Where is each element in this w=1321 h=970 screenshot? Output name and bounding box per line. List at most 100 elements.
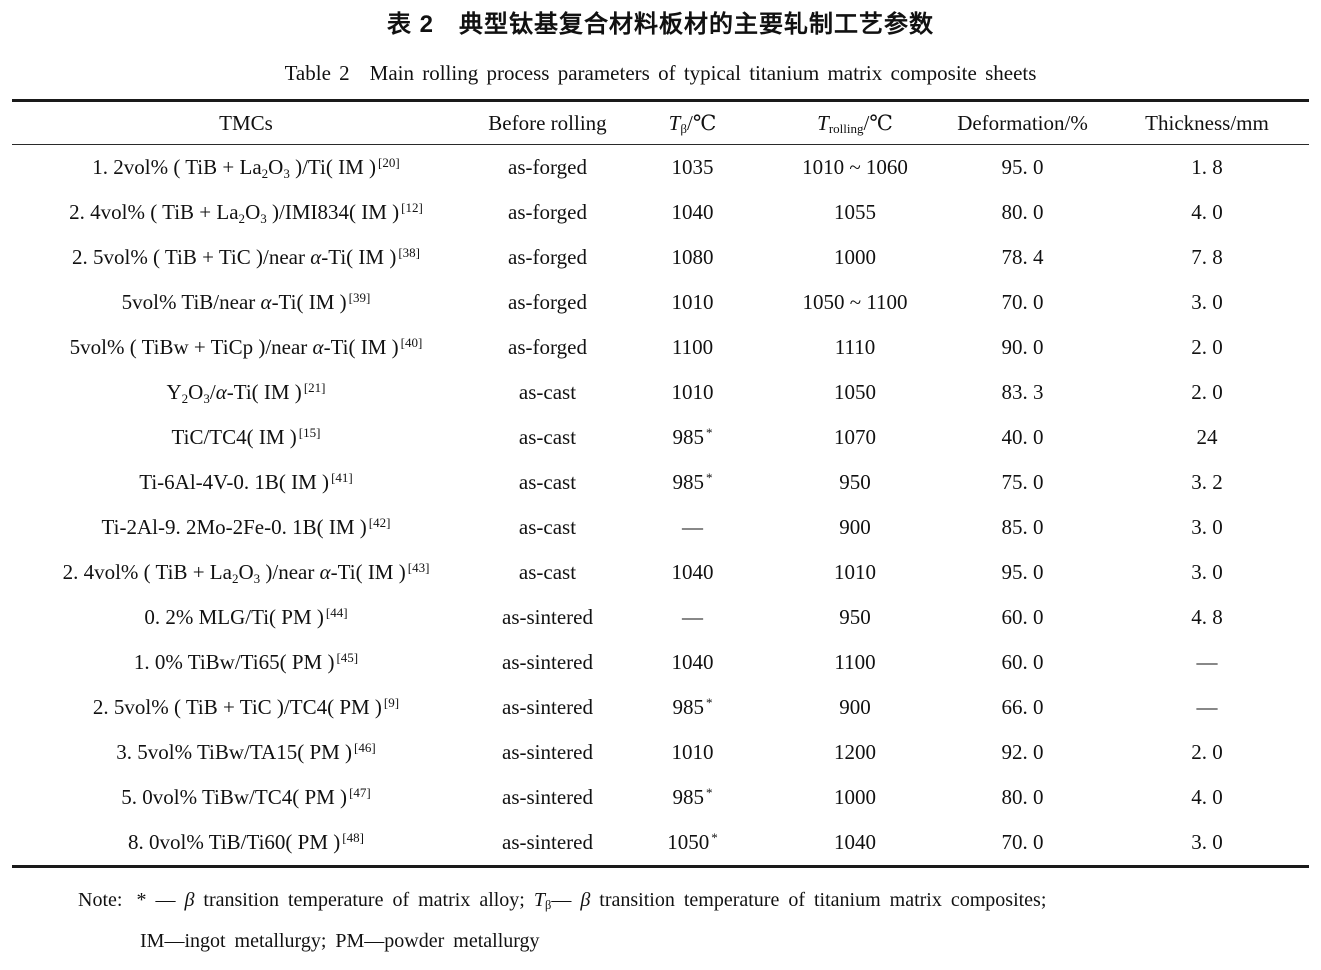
t-beta-cell: 1080 — [671, 245, 714, 269]
t-rolling-cell: 1010 ~ 1060 — [802, 155, 908, 179]
header-thickness: Thickness/mm — [1145, 110, 1269, 135]
t-beta-cell: 985 * — [672, 784, 713, 809]
tmc-cell: 2. 4vol% ( TiB + La2O3 )/IMI834( IM ) [12… — [69, 199, 423, 226]
thickness-cell: 24 — [1196, 425, 1218, 449]
table-row: 5vol% TiB/near α-Ti( IM ) [39] as-forged … — [12, 280, 1309, 325]
table-row: 5vol% ( TiBw + TiCp )/near α-Ti( IM ) [40… — [12, 325, 1309, 370]
before-rolling-cell: as-cast — [518, 470, 577, 494]
tmc-cell: 2. 4vol% ( TiB + La2O3 )/near α-Ti( IM )… — [62, 559, 430, 586]
t-rolling-cell: 950 — [839, 605, 871, 629]
deformation-cell: 75. 0 — [1001, 470, 1044, 494]
thickness-cell: 3. 0 — [1191, 560, 1223, 584]
thickness-cell: 3. 0 — [1191, 290, 1223, 314]
t-rolling-cell: 1110 — [834, 335, 876, 359]
t-rolling-cell: 1000 — [834, 245, 876, 269]
table-row: 2. 5vol% ( TiB + TiC )/TC4( PM ) [9] as-s… — [12, 685, 1309, 730]
note-label: Note: — [78, 889, 123, 911]
t-beta-cell: 1035 — [671, 155, 714, 179]
table-row: TiC/TC4( IM ) [15] as-cast 985 * 1070 40. … — [12, 415, 1309, 460]
table-row: Y2O3/α-Ti( IM ) [21] as-cast 1010 1050 83… — [12, 370, 1309, 415]
before-rolling-cell: as-cast — [518, 560, 577, 584]
before-rolling-cell: as-sintered — [502, 785, 593, 809]
t-rolling-cell: 900 — [839, 515, 871, 539]
thickness-cell: — — [1196, 695, 1218, 719]
deformation-cell: 92. 0 — [1001, 740, 1044, 764]
thickness-cell: 2. 0 — [1191, 740, 1223, 764]
t-rolling-cell: 900 — [839, 695, 871, 719]
thickness-cell: 4. 0 — [1191, 785, 1223, 809]
t-beta-cell: 1040 — [671, 650, 714, 674]
t-rolling-cell: 1070 — [834, 425, 876, 449]
tmc-cell: 1. 0% TiBw/Ti65( PM ) [45] — [133, 649, 359, 674]
table-row: Ti-2Al-9. 2Mo-2Fe-0. 1B( IM ) [42] as-cas… — [12, 505, 1309, 550]
thickness-cell: 3. 2 — [1191, 470, 1223, 494]
table-row: 2. 4vol% ( TiB + La2O3 )/near α-Ti( IM )… — [12, 550, 1309, 595]
deformation-cell: 80. 0 — [1001, 785, 1044, 809]
t-rolling-cell: 1010 — [834, 560, 876, 584]
before-rolling-cell: as-cast — [518, 515, 577, 539]
note-line1: * — β transition temperature of matrix a… — [136, 889, 1047, 913]
thickness-cell: 4. 0 — [1191, 200, 1223, 224]
table-header: TMCs Before rolling Tβ/℃ Trolling/℃ Defo… — [12, 101, 1309, 145]
table-body: 1. 2vol% ( TiB + La2O3 )/Ti( IM ) [20] as… — [12, 145, 1309, 867]
t-beta-cell: — — [682, 605, 703, 629]
thickness-cell: 2. 0 — [1191, 380, 1223, 404]
t-rolling-cell: 950 — [839, 470, 871, 494]
header-deformation: Deformation/% — [957, 110, 1088, 135]
tmc-cell: 0. 2% MLG/Ti( PM ) [44] — [144, 604, 348, 629]
table-row: Ti-6Al-4V-0. 1B( IM ) [41] as-cast 985 * 9… — [12, 460, 1309, 505]
table-row: 2. 5vol% ( TiB + TiC )/near α-Ti( IM ) [3… — [12, 235, 1309, 280]
before-rolling-cell: as-sintered — [502, 830, 593, 854]
header-row: TMCs Before rolling Tβ/℃ Trolling/℃ Defo… — [12, 101, 1309, 145]
table-row: 1. 2vol% ( TiB + La2O3 )/Ti( IM ) [20] as… — [12, 145, 1309, 191]
t-beta-cell: 985 * — [672, 424, 713, 449]
tmc-cell: Y2O3/α-Ti( IM ) [21] — [166, 379, 326, 406]
t-beta-cell: 1010 — [671, 380, 714, 404]
before-rolling-cell: as-forged — [508, 290, 587, 314]
table-row: 1. 0% TiBw/Ti65( PM ) [45] as-sintered 10… — [12, 640, 1309, 685]
before-rolling-cell: as-sintered — [502, 695, 593, 719]
t-rolling-cell: 1200 — [834, 740, 876, 764]
before-rolling-cell: as-sintered — [502, 605, 593, 629]
table-title-english-text: Main rolling process parameters of typic… — [369, 61, 1037, 85]
thickness-cell: 3. 0 — [1191, 515, 1223, 539]
table-title-chinese: 表 2 典型钛基复合材料板材的主要轧制工艺参数 — [386, 11, 934, 38]
deformation-cell: 60. 0 — [1001, 605, 1044, 629]
deformation-cell: 60. 0 — [1001, 650, 1044, 674]
before-rolling-cell: as-cast — [518, 380, 577, 404]
note-line2: IM—ingot metallurgy; PM—powder metallurg… — [140, 930, 540, 952]
tmc-cell: 5. 0vol% TiBw/TC4( PM ) [47] — [121, 784, 371, 809]
t-beta-cell: — — [682, 515, 703, 539]
tmc-cell: 3. 5vol% TiBw/TA15( PM ) [46] — [116, 739, 376, 764]
t-rolling-cell: 1055 — [834, 200, 876, 224]
t-rolling-cell: 1050 — [834, 380, 876, 404]
header-before-rolling: Before rolling — [488, 110, 607, 135]
before-rolling-cell: as-forged — [508, 335, 587, 359]
header-tmcs: TMCs — [219, 110, 273, 135]
tmc-cell: TiC/TC4( IM ) [15] — [171, 424, 321, 449]
t-beta-cell: 1010 — [671, 740, 714, 764]
table-title-english: Table 2 Main rolling process parameters o… — [0, 60, 1321, 86]
thickness-cell: 4. 8 — [1191, 605, 1223, 629]
thickness-cell: 1. 8 — [1191, 155, 1223, 179]
before-rolling-cell: as-forged — [508, 155, 587, 179]
tmc-cell: 5vol% ( TiBw + TiCp )/near α-Ti( IM ) [40… — [69, 334, 423, 359]
t-rolling-cell: 1050 ~ 1100 — [802, 290, 908, 314]
tmc-cell: 2. 5vol% ( TiB + TiC )/TC4( PM ) [9] — [92, 694, 400, 719]
before-rolling-cell: as-cast — [518, 425, 577, 449]
deformation-cell: 40. 0 — [1001, 425, 1044, 449]
table-row: 5. 0vol% TiBw/TC4( PM ) [47] as-sintered … — [12, 775, 1309, 820]
deformation-cell: 70. 0 — [1001, 290, 1044, 314]
thickness-cell: 7. 8 — [1191, 245, 1223, 269]
t-beta-cell: 985 * — [672, 694, 713, 719]
t-beta-cell: 1050 * — [667, 829, 718, 854]
table-row: 0. 2% MLG/Ti( PM ) [44] as-sintered — 950… — [12, 595, 1309, 640]
t-beta-cell: 1040 — [671, 200, 714, 224]
rolling-parameters-table: TMCs Before rolling Tβ/℃ Trolling/℃ Defo… — [12, 99, 1309, 868]
tmc-cell: 8. 0vol% TiB/Ti60( PM ) [48] — [128, 829, 364, 854]
t-beta-cell: 1010 — [671, 290, 714, 314]
deformation-cell: 90. 0 — [1001, 335, 1044, 359]
tmc-cell: Ti-6Al-4V-0. 1B( IM ) [41] — [139, 469, 353, 494]
t-rolling-cell: 1000 — [834, 785, 876, 809]
before-rolling-cell: as-forged — [508, 200, 587, 224]
